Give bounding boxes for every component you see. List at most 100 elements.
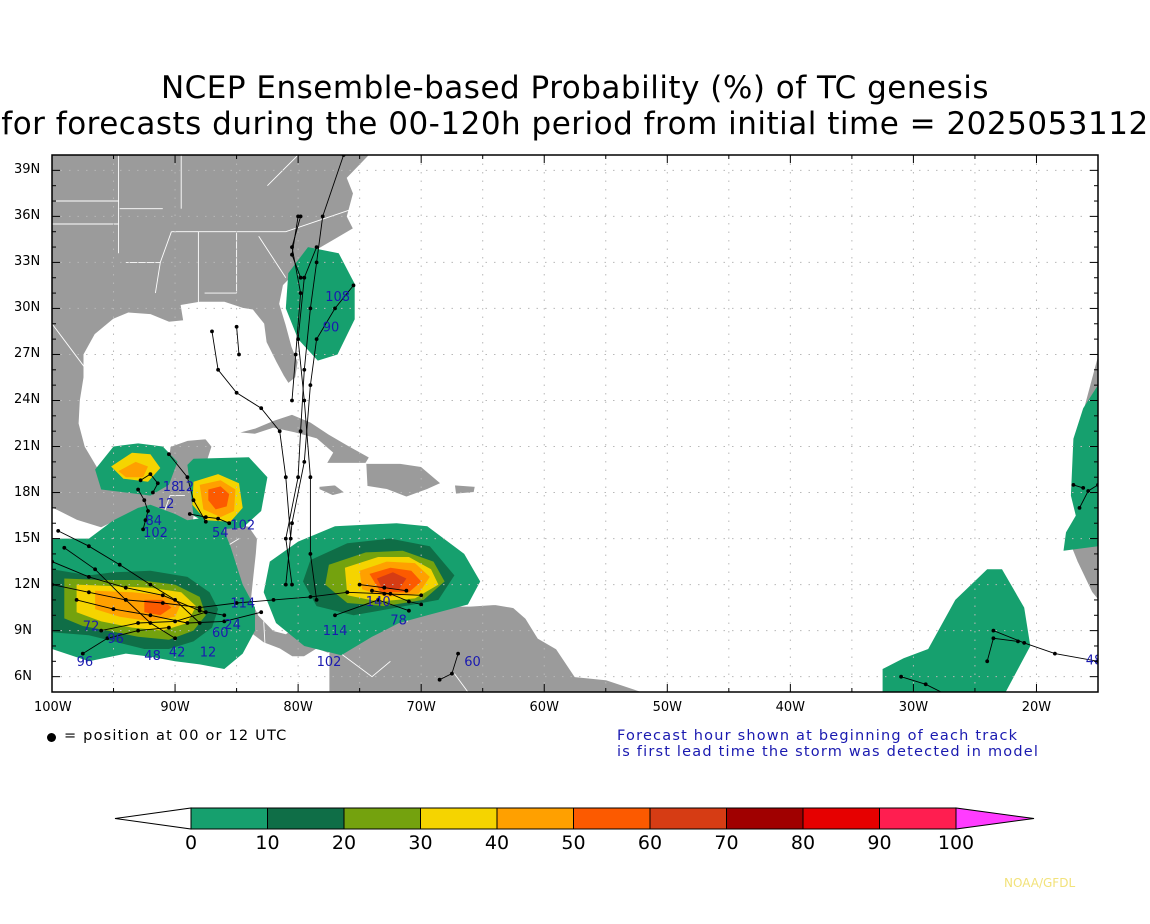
longitude-label: 40W [775,700,806,715]
track-position-dot [197,608,202,613]
track-position-dot [227,521,232,526]
longitude-label: 90W [160,700,190,715]
forecast-hour-label: 102 [317,655,342,670]
track-position-dot [320,214,325,219]
forecast-hour-label: 48 [144,649,161,664]
track-position-dot [148,613,153,618]
track-position-dot [123,598,128,602]
track-position-dot [314,337,319,341]
track-position-dot [234,601,239,605]
longitude-label: 80W [283,700,313,715]
track-position-dot [298,275,303,280]
track-position-dot [1071,483,1076,487]
track-position-dot [1077,506,1082,510]
colorbar-bin [802,807,880,830]
track-position-dot [222,613,227,618]
track-position-dot [308,383,313,387]
forecast-hour-label: 102 [143,526,168,541]
storm-track-12 [140,473,159,493]
longitude-label: 70W [406,700,436,715]
storm-track-25 [236,326,240,355]
position-legend-note: = position at 00 or 12 UTC [64,728,288,744]
forecast-hour-label: 96 [77,655,94,670]
track-position-dot [345,590,350,595]
border-line-13 [52,323,87,371]
colorbar-tick-label: 60 [637,832,663,854]
longitude-label: 100W [34,700,72,715]
track-position-dot [1022,641,1027,645]
track-position-dot [117,562,122,567]
chart-title: NCEP Ensemble-based Probability (%) of T… [160,70,990,106]
track-position-dot [148,472,153,476]
contour-region-22 [882,569,1031,692]
contour-region-8 [118,461,148,478]
forecast-hour-label: 54 [212,526,229,541]
track-position-dot [197,605,202,610]
track-position-dot [314,598,319,602]
colorbar-under-arrow [114,807,192,830]
track-position-dot [148,582,153,587]
latitude-label: 27N [14,346,41,362]
track-position-dot [302,367,307,372]
track-position-dot [277,429,282,434]
track-position-dot [216,367,221,372]
forecast-hour-label: 60 [212,626,229,641]
track-position-dot [376,598,380,602]
colorbar-bin [649,807,727,830]
forecast-hour-label: 108 [325,290,350,305]
track-position-dot [899,674,903,679]
track-position-dot [333,306,337,311]
storm-track-7 [57,530,201,624]
track-position-dot [123,585,128,590]
track-position-dot [237,352,241,357]
track-position-dot [290,521,294,526]
track-position-dot [111,607,116,611]
contour-region-20 [285,247,355,361]
track-position-dot [136,628,141,633]
track-position-dot [1086,489,1091,493]
colorbar-tick-label: 70 [714,832,739,854]
track-position-dot [191,498,196,503]
latitude-label: 9N [14,622,32,638]
forecast-hour-label: 60 [464,655,481,670]
track-position-dot [948,695,952,699]
forecast-hour-label: 114 [323,624,348,639]
track-position-dot [146,509,150,513]
latitude-label: 39N [14,162,41,178]
track-position-dot [333,613,337,618]
track-position-dot [155,481,160,486]
track-position-dot [234,390,239,395]
forecast-hour-label: 42 [169,646,186,661]
longitude-label: 50W [652,700,682,715]
longitude-label: 60W [529,700,559,715]
track-position-dot [105,636,110,641]
border-line-9 [258,236,287,278]
track-position-dot [173,619,178,624]
colorbar-tick-label: 0 [184,832,198,854]
colorbar-tick-label: 100 [937,832,975,854]
forecast-hour-label: 84 [146,514,163,529]
longitude-label: 20W [1021,700,1052,715]
track-position-dot [160,601,165,605]
track-position-dot [216,516,221,521]
storm-track-17 [371,590,422,605]
track-position-dot [308,552,313,556]
land-polygon-3 [365,462,442,498]
track-position-dot [407,608,411,613]
forecast-hour-note-line1: Forecast hour shown at beginning of each… [617,728,1019,744]
track-position-dot [296,475,300,480]
latitude-label: 33N [14,254,41,270]
forecast-hour-note-line2: is first lead time the storm was detecte… [617,744,1040,760]
track-position-dot [167,625,171,630]
track-position-dot [407,599,411,604]
contour-region-21 [1063,385,1098,551]
track-position-dot [450,671,454,676]
forecast-hour-label: 102 [230,518,255,533]
forecast-hour-label: 72 [83,620,100,635]
track-position-dot [87,590,91,595]
colorbar-tick-label: 90 [867,832,892,854]
latitude-label: 21N [14,438,41,454]
track-position-dot [148,621,153,625]
